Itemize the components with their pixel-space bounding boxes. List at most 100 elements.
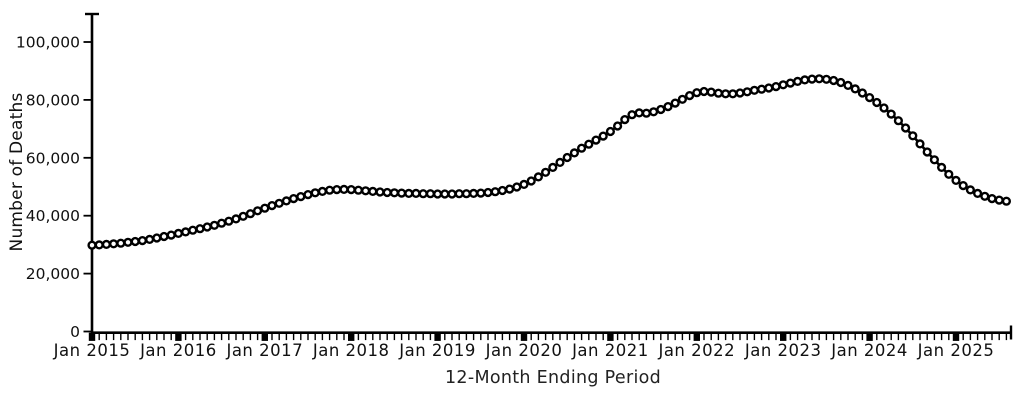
data-point[interactable]: [864, 92, 875, 103]
data-point[interactable]: [843, 80, 853, 91]
data-point[interactable]: [526, 176, 536, 186]
data-point[interactable]: [836, 77, 846, 88]
data-point[interactable]: [627, 110, 637, 120]
data-point[interactable]: [951, 175, 961, 186]
data-point[interactable]: [886, 109, 896, 119]
data-point[interactable]: [872, 97, 882, 108]
data-point[interactable]: [368, 186, 378, 197]
data-point[interactable]: [670, 98, 680, 108]
data-point[interactable]: [785, 78, 796, 88]
data-point[interactable]: [217, 218, 227, 228]
data-point[interactable]: [800, 75, 810, 85]
data-point[interactable]: [584, 139, 594, 149]
data-point[interactable]: [317, 186, 328, 197]
data-point[interactable]: [454, 189, 464, 199]
data-point[interactable]: [353, 185, 364, 195]
data-point[interactable]: [231, 214, 241, 224]
data-point[interactable]: [274, 198, 284, 208]
data-point[interactable]: [879, 103, 889, 113]
data-point[interactable]: [569, 148, 580, 158]
data-point[interactable]: [130, 236, 140, 247]
data-point[interactable]: [346, 185, 356, 195]
data-point[interactable]: [145, 234, 155, 245]
data-point[interactable]: [821, 74, 832, 84]
data-point[interactable]: [152, 233, 162, 243]
data-point[interactable]: [814, 74, 824, 84]
data-point[interactable]: [260, 203, 270, 213]
data-point[interactable]: [461, 189, 472, 199]
data-point[interactable]: [548, 162, 558, 173]
data-point[interactable]: [195, 224, 205, 234]
data-point[interactable]: [915, 139, 925, 149]
data-point[interactable]: [540, 167, 551, 177]
data-point[interactable]: [505, 184, 515, 194]
data-point[interactable]: [389, 188, 400, 198]
data-point[interactable]: [771, 81, 781, 92]
data-point[interactable]: [310, 188, 320, 198]
data-point[interactable]: [469, 188, 479, 199]
data-point[interactable]: [778, 80, 788, 90]
data-point[interactable]: [980, 191, 990, 201]
data-point[interactable]: [224, 216, 234, 226]
data-point[interactable]: [94, 240, 104, 250]
data-point[interactable]: [497, 185, 508, 196]
data-point[interactable]: [555, 157, 565, 168]
data-point[interactable]: [605, 126, 616, 137]
data-point[interactable]: [612, 121, 623, 131]
data-point[interactable]: [418, 189, 428, 199]
data-point[interactable]: [245, 209, 256, 219]
data-point[interactable]: [900, 123, 911, 133]
data-point[interactable]: [476, 188, 486, 198]
data-point[interactable]: [576, 143, 587, 153]
data-point[interactable]: [339, 184, 349, 195]
data-point[interactable]: [792, 76, 803, 87]
data-point[interactable]: [512, 182, 522, 192]
data-point[interactable]: [634, 108, 644, 118]
data-point[interactable]: [720, 89, 731, 99]
data-point[interactable]: [181, 227, 191, 237]
data-point[interactable]: [648, 107, 659, 117]
data-point[interactable]: [166, 230, 176, 240]
data-point[interactable]: [325, 185, 335, 195]
data-point[interactable]: [116, 238, 126, 248]
data-point[interactable]: [929, 155, 940, 165]
data-point[interactable]: [397, 188, 407, 198]
data-point[interactable]: [908, 131, 918, 141]
data-point[interactable]: [382, 187, 392, 198]
data-point[interactable]: [728, 89, 738, 99]
data-point[interactable]: [598, 131, 608, 141]
data-point[interactable]: [440, 189, 450, 199]
data-point[interactable]: [850, 84, 860, 94]
data-point[interactable]: [361, 186, 371, 196]
data-point[interactable]: [87, 240, 97, 250]
data-point[interactable]: [706, 87, 716, 97]
data-point[interactable]: [425, 189, 436, 199]
data-point[interactable]: [591, 135, 601, 145]
data-point[interactable]: [756, 84, 767, 94]
data-point[interactable]: [159, 231, 169, 242]
data-point[interactable]: [490, 187, 500, 197]
data-point[interactable]: [699, 86, 709, 97]
data-point[interactable]: [101, 239, 112, 250]
data-point[interactable]: [483, 187, 493, 198]
data-point[interactable]: [922, 147, 932, 157]
data-point[interactable]: [411, 188, 421, 199]
data-point[interactable]: [332, 185, 342, 195]
data-point[interactable]: [656, 104, 666, 115]
data-point[interactable]: [857, 88, 868, 98]
data-point[interactable]: [375, 187, 385, 197]
data-point[interactable]: [202, 222, 212, 232]
data-point[interactable]: [188, 225, 198, 235]
data-point[interactable]: [972, 188, 983, 199]
data-point[interactable]: [641, 108, 652, 118]
data-point[interactable]: [303, 190, 313, 200]
data-point[interactable]: [684, 90, 695, 101]
data-point[interactable]: [404, 188, 414, 199]
data-point[interactable]: [965, 185, 976, 195]
data-point[interactable]: [267, 201, 277, 211]
data-point[interactable]: [296, 192, 306, 202]
data-point[interactable]: [663, 101, 673, 112]
data-point[interactable]: [281, 196, 292, 206]
data-point[interactable]: [289, 194, 299, 204]
data-point[interactable]: [764, 83, 774, 93]
